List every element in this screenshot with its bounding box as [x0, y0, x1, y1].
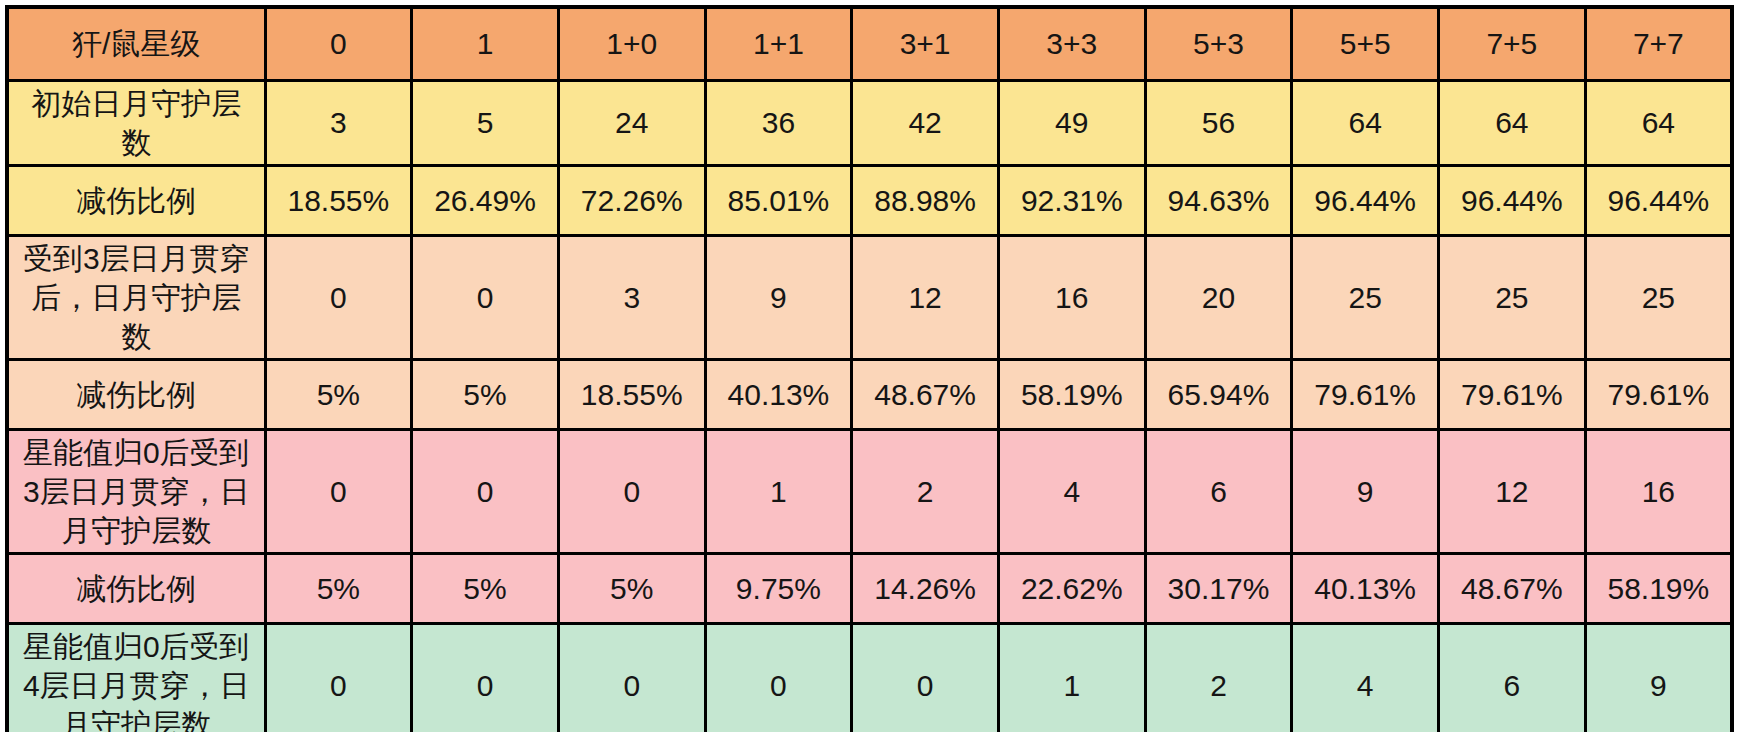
- column-header: 1+1: [705, 7, 852, 80]
- cell: 5%: [265, 553, 412, 623]
- column-header: 3+1: [852, 7, 999, 80]
- column-header: 7+7: [1585, 7, 1732, 80]
- cell: 25: [1292, 235, 1439, 359]
- cell: 5%: [412, 553, 559, 623]
- cell: 0: [412, 235, 559, 359]
- cell: 22.62%: [998, 553, 1145, 623]
- cell: 4: [1292, 623, 1439, 732]
- cell: 5%: [558, 553, 705, 623]
- cell: 96.44%: [1439, 165, 1586, 235]
- cell: 9: [705, 235, 852, 359]
- cell: 96.44%: [1292, 165, 1439, 235]
- cell: 16: [1585, 429, 1732, 553]
- cell: 5%: [412, 359, 559, 429]
- cell: 0: [705, 623, 852, 732]
- cell: 18.55%: [265, 165, 412, 235]
- cell: 36: [705, 80, 852, 165]
- row-label: 减伤比例: [7, 359, 265, 429]
- cell: 79.61%: [1585, 359, 1732, 429]
- cell: 6: [1439, 623, 1586, 732]
- cell: 64: [1292, 80, 1439, 165]
- cell: 3: [265, 80, 412, 165]
- row-label: 星能值归0后受到3层日月贯穿，日月守护层数: [7, 429, 265, 553]
- cell: 42: [852, 80, 999, 165]
- cell: 3: [558, 235, 705, 359]
- cell: 96.44%: [1585, 165, 1732, 235]
- cell: 18.55%: [558, 359, 705, 429]
- header-row: 犴/鼠星级011+01+13+13+35+35+57+57+7: [7, 7, 1732, 80]
- cell: 40.13%: [1292, 553, 1439, 623]
- cell: 0: [265, 429, 412, 553]
- row-label: 减伤比例: [7, 553, 265, 623]
- cell: 30.17%: [1145, 553, 1292, 623]
- cell: 16: [998, 235, 1145, 359]
- row-label: 星能值归0后受到4层日月贯穿，日月守护层数: [7, 623, 265, 732]
- table-row: 减伤比例5%5%5%9.75%14.26%22.62%30.17%40.13%4…: [7, 553, 1732, 623]
- guard-levels-table: 犴/鼠星级011+01+13+13+35+35+57+57+7 初始日月守护层数…: [5, 5, 1734, 732]
- cell: 0: [412, 623, 559, 732]
- column-header: 5+5: [1292, 7, 1439, 80]
- cell: 20: [1145, 235, 1292, 359]
- cell: 0: [558, 623, 705, 732]
- cell: 5: [412, 80, 559, 165]
- cell: 25: [1585, 235, 1732, 359]
- cell: 9.75%: [705, 553, 852, 623]
- cell: 0: [265, 235, 412, 359]
- cell: 48.67%: [852, 359, 999, 429]
- cell: 12: [1439, 429, 1586, 553]
- cell: 58.19%: [1585, 553, 1732, 623]
- table-row: 减伤比例18.55%26.49%72.26%85.01%88.98%92.31%…: [7, 165, 1732, 235]
- column-header: 3+3: [998, 7, 1145, 80]
- column-header: 7+5: [1439, 7, 1586, 80]
- column-header: 1+0: [558, 7, 705, 80]
- cell: 9: [1292, 429, 1439, 553]
- corner-header: 犴/鼠星级: [7, 7, 265, 80]
- cell: 0: [558, 429, 705, 553]
- table-row: 减伤比例5%5%18.55%40.13%48.67%58.19%65.94%79…: [7, 359, 1732, 429]
- cell: 92.31%: [998, 165, 1145, 235]
- cell: 4: [998, 429, 1145, 553]
- cell: 5%: [265, 359, 412, 429]
- cell: 40.13%: [705, 359, 852, 429]
- cell: 79.61%: [1439, 359, 1586, 429]
- cell: 0: [852, 623, 999, 732]
- cell: 79.61%: [1292, 359, 1439, 429]
- cell: 14.26%: [852, 553, 999, 623]
- cell: 72.26%: [558, 165, 705, 235]
- cell: 64: [1585, 80, 1732, 165]
- cell: 26.49%: [412, 165, 559, 235]
- cell: 1: [998, 623, 1145, 732]
- cell: 9: [1585, 623, 1732, 732]
- cell: 2: [852, 429, 999, 553]
- cell: 85.01%: [705, 165, 852, 235]
- cell: 0: [412, 429, 559, 553]
- row-label: 受到3层日月贯穿后，日月守护层数: [7, 235, 265, 359]
- cell: 25: [1439, 235, 1586, 359]
- cell: 49: [998, 80, 1145, 165]
- column-header: 1: [412, 7, 559, 80]
- cell: 0: [265, 623, 412, 732]
- table-row: 星能值归0后受到4层日月贯穿，日月守护层数0000012469: [7, 623, 1732, 732]
- cell: 56: [1145, 80, 1292, 165]
- cell: 24: [558, 80, 705, 165]
- table-row: 初始日月守护层数352436424956646464: [7, 80, 1732, 165]
- row-label: 初始日月守护层数: [7, 80, 265, 165]
- cell: 48.67%: [1439, 553, 1586, 623]
- cell: 6: [1145, 429, 1292, 553]
- column-header: 5+3: [1145, 7, 1292, 80]
- column-header: 0: [265, 7, 412, 80]
- cell: 88.98%: [852, 165, 999, 235]
- table-row: 星能值归0后受到3层日月贯穿，日月守护层数000124691216: [7, 429, 1732, 553]
- cell: 58.19%: [998, 359, 1145, 429]
- cell: 12: [852, 235, 999, 359]
- cell: 94.63%: [1145, 165, 1292, 235]
- cell: 2: [1145, 623, 1292, 732]
- cell: 64: [1439, 80, 1586, 165]
- table-row: 受到3层日月贯穿后，日月守护层数0039121620252525: [7, 235, 1732, 359]
- cell: 1: [705, 429, 852, 553]
- table-page: 犴/鼠星级011+01+13+13+35+35+57+57+7 初始日月守护层数…: [0, 0, 1739, 732]
- cell: 65.94%: [1145, 359, 1292, 429]
- table-body: 初始日月守护层数352436424956646464减伤比例18.55%26.4…: [7, 80, 1732, 732]
- row-label: 减伤比例: [7, 165, 265, 235]
